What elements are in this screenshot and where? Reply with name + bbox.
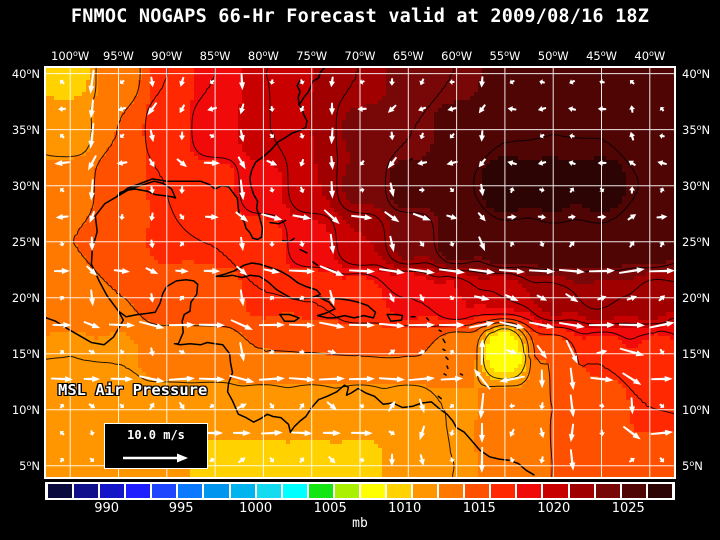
colorbar-units: mb [352,516,368,531]
latitude-tick-left: 35oN [11,122,40,137]
colorbar-cell [255,484,282,498]
longitude-axis-top: 100oW 95oW 90oW 85oW 80oW 75oW 70oW 65oW 60oW 55o… [46,49,674,64]
colorbar-tick-label: 1020 [537,501,571,516]
longitude-tick: 90oW [151,49,183,63]
latitude-tick-left: 15oN [11,346,40,361]
colorbar-cell [359,484,387,498]
latitude-tick-right: 25oN [682,234,711,249]
longitude-tick: 50oW [537,49,569,63]
longitude-tick: 65oW [392,49,424,63]
colorbar-tick-label: 1005 [313,501,347,516]
colorbar-cell [47,484,74,498]
colorbar-cell [99,484,126,498]
longitude-tick: 45oW [586,49,617,63]
longitude-tick: 85oW [199,49,231,63]
graticule [46,68,674,477]
colorbar-cell [412,484,439,498]
colorbar-cell [73,484,100,498]
latitude-tick-right: 20oN [682,290,711,305]
latitude-axis-right: 40oN 35oN 30oN 25oN 20oN 15oN 10oN 5oN [676,66,720,477]
latitude-tick-right: 40oN [682,66,711,81]
colorbar-tick-label: 1025 [611,501,645,516]
longitude-tick: 95oW [102,49,134,63]
latitude-tick-right: 5oN [682,458,703,473]
colorbar-cell [646,484,673,498]
colorbar-cell [542,484,569,498]
longitude-tick: 55oW [489,49,521,63]
coastlines [46,68,535,476]
map-canvas [46,68,674,477]
latitude-tick-right: 10oN [682,402,711,417]
colorbar-frame [45,482,675,500]
colorbar-cell [620,484,647,498]
colorbar-cell [438,484,465,498]
longitude-tick: 70oW [344,49,376,63]
colorbar-tick-label: 1015 [462,501,496,516]
latitude-axis-left: 40oN 35oN 30oN 25oN 20oN 15oN 10oN 5oN [0,66,44,477]
colorbar-cell [307,484,334,498]
longitude-tick: 40oW [634,49,666,63]
latitude-tick-left: 30oN [11,178,40,193]
colorbar-tick-label: 990 [94,501,120,516]
latitude-tick-left: 40oN [11,66,40,81]
colorbar-cell [594,484,621,498]
colorbar-tick-label: 995 [168,501,194,516]
longitude-tick: 75oW [296,49,328,63]
colorbar-cell [151,484,178,498]
latitude-tick-right: 35oN [682,122,711,137]
latitude-tick-left: 10oN [11,402,40,417]
colorbar-cell [516,484,543,498]
map-panel[interactable]: MSL Air Pressure 10.0 m/s [46,68,674,477]
colorbar-cell [229,484,256,498]
field-label: MSL Air Pressure [58,381,208,399]
wind-scale-key: 10.0 m/s [104,423,208,469]
longitude-tick: 100oW [51,49,90,63]
right-arrow-icon [123,453,188,463]
colorbar[interactable] [47,484,673,498]
colorbar-cell [568,484,595,498]
colorbar-cell [281,484,308,498]
colorbar-tick-label: 1010 [388,501,422,516]
wind-vectors [50,69,674,473]
latitude-tick-left: 20oN [11,290,40,305]
wind-scale-label: 10.0 m/s [127,428,185,442]
pressure-field-raster [46,68,674,477]
colorbar-cell [203,484,230,498]
latitude-tick-right: 30oN [682,178,711,193]
longitude-tick: 60oW [441,49,473,63]
latitude-tick-left: 5oN [19,458,40,473]
colorbar-cell [464,484,491,498]
colorbar-ticks: 990 995 1000 1005 1010 1015 1020 1025 [47,501,673,517]
colorbar-cell [125,484,152,498]
page-title: FNMOC NOGAPS 66-Hr Forecast valid at 200… [70,6,650,27]
colorbar-tick-label: 1000 [239,501,273,516]
colorbar-cell [333,484,360,498]
latitude-tick-left: 25oN [11,234,40,249]
colorbar-cell [386,484,413,498]
longitude-tick: 80oW [247,49,279,63]
map-frame: MSL Air Pressure 10.0 m/s [44,66,676,479]
colorbar-cell [177,484,204,498]
colorbar-cell [490,484,517,498]
latitude-tick-right: 15oN [682,346,711,361]
